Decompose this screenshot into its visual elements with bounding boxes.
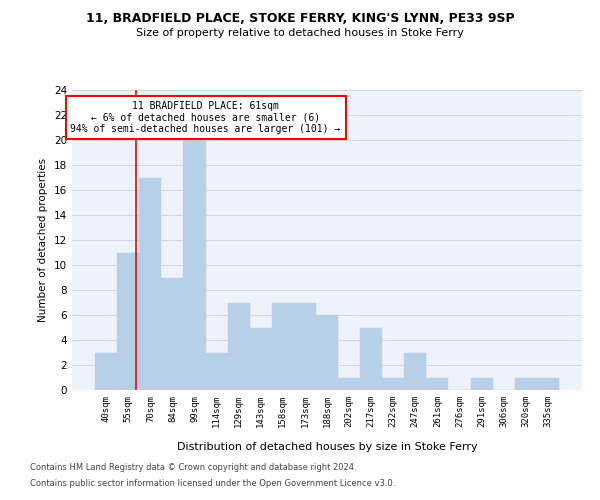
Bar [95,352,117,390]
Bar [382,378,404,390]
Y-axis label: Number of detached properties: Number of detached properties [38,158,49,322]
Text: Distribution of detached houses by size in Stoke Ferry: Distribution of detached houses by size … [176,442,478,452]
Bar [117,252,139,390]
Bar [338,378,360,390]
Bar [161,278,184,390]
Bar [515,378,537,390]
Bar [404,352,427,390]
Bar [360,328,382,390]
Bar [316,315,338,390]
Text: Contains HM Land Registry data © Crown copyright and database right 2024.: Contains HM Land Registry data © Crown c… [30,464,356,472]
Bar [294,302,316,390]
Bar [470,378,493,390]
Text: Size of property relative to detached houses in Stoke Ferry: Size of property relative to detached ho… [136,28,464,38]
Bar [139,178,161,390]
Bar [184,140,206,390]
Text: 11 BRADFIELD PLACE: 61sqm
← 6% of detached houses are smaller (6)
94% of semi-de: 11 BRADFIELD PLACE: 61sqm ← 6% of detach… [70,101,341,134]
Bar [537,378,559,390]
Bar [250,328,272,390]
Bar [227,302,250,390]
Text: Contains public sector information licensed under the Open Government Licence v3: Contains public sector information licen… [30,478,395,488]
Bar [427,378,448,390]
Text: 11, BRADFIELD PLACE, STOKE FERRY, KING'S LYNN, PE33 9SP: 11, BRADFIELD PLACE, STOKE FERRY, KING'S… [86,12,514,26]
Bar [206,352,227,390]
Bar [272,302,294,390]
